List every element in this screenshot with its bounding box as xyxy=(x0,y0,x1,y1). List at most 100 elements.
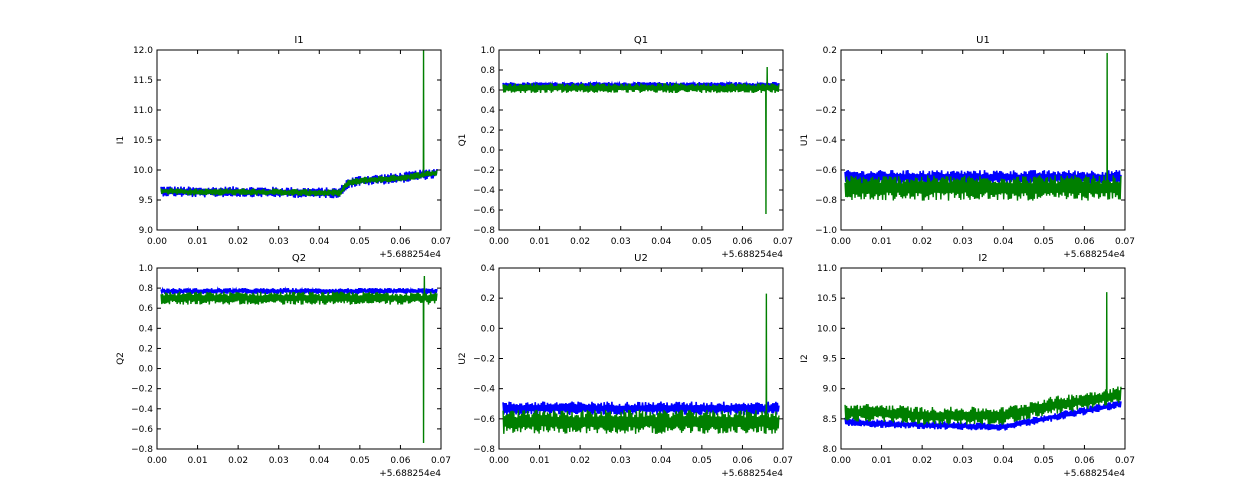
x-tick-label: 0.00 xyxy=(147,456,167,466)
series-1-line xyxy=(844,169,1122,186)
x-tick-label: 0.07 xyxy=(1115,237,1135,247)
x-tick-label: 0.02 xyxy=(570,237,590,247)
chart-title: U2 xyxy=(634,253,648,264)
x-tick-label: 0.03 xyxy=(269,456,289,466)
x-tick-label: 0.05 xyxy=(1034,237,1054,247)
plot-area xyxy=(160,276,438,443)
plot-area xyxy=(160,50,438,199)
plot-area xyxy=(502,293,780,434)
series-1-line xyxy=(502,401,780,416)
x-offset-label: +5.688254e4 xyxy=(1063,250,1125,260)
x-tick-label: 0.05 xyxy=(1034,456,1054,466)
series-2-line xyxy=(160,50,438,197)
y-tick-label: 11.0 xyxy=(817,264,837,274)
y-tick-label: 0.4 xyxy=(481,264,496,274)
series-2-line xyxy=(844,292,1122,425)
subplot-5: 0.00 0.01 0.02 0.03 0.04 0.05 0.06 0.07 −0.8 −0.6… xyxy=(458,253,793,479)
series-2-line xyxy=(844,52,1122,201)
y-tick-label: 0.0 xyxy=(139,365,154,375)
x-tick-label: 0.00 xyxy=(831,237,851,247)
y-tick-label: −0.8 xyxy=(473,445,495,455)
x-tick-label: 0.04 xyxy=(993,456,1013,466)
x-tick-label: 0.06 xyxy=(390,237,410,247)
y-tick-label: −0.2 xyxy=(815,106,837,116)
x-tick-label: 0.05 xyxy=(350,456,370,466)
x-tick-label: 0.02 xyxy=(228,237,248,247)
plot-area xyxy=(844,292,1122,431)
x-tick-label: 0.03 xyxy=(611,456,631,466)
y-tick-label: −0.2 xyxy=(473,355,495,365)
y-tick-label: −0.6 xyxy=(473,415,495,425)
y-tick-label: −0.8 xyxy=(815,196,837,206)
x-tick-label: 0.07 xyxy=(1115,456,1135,466)
y-tick-label: 0.6 xyxy=(481,86,496,96)
y-tick-label: −0.4 xyxy=(815,136,837,146)
y-tick-label: −0.6 xyxy=(815,166,837,176)
x-tick-label: 0.03 xyxy=(953,237,973,247)
y-tick-label: −0.2 xyxy=(131,385,153,395)
y-tick-label: 10.0 xyxy=(133,166,153,176)
subplot-1: 0.00 0.01 0.02 0.03 0.04 0.05 0.06 0.07 9.0 9.5 10… xyxy=(116,35,451,260)
x-tick-label: 0.06 xyxy=(732,456,752,466)
x-tick-label: 0.05 xyxy=(692,237,712,247)
y-tick-label: −0.4 xyxy=(131,405,153,415)
chart-title: Q1 xyxy=(634,35,648,46)
subplot-3: 0.00 0.01 0.02 0.03 0.04 0.05 0.06 0.07 −1.0 −0.8… xyxy=(800,35,1135,260)
y-tick-label: 9.5 xyxy=(823,355,837,365)
y-tick-label: 10.5 xyxy=(817,294,837,304)
x-tick-label: 0.05 xyxy=(350,237,370,247)
x-tick-label: 0.02 xyxy=(912,456,932,466)
chart-title: I1 xyxy=(294,35,303,46)
y-tick-label: 9.5 xyxy=(139,196,153,206)
y-tick-label: 10.5 xyxy=(133,136,153,146)
axes-frame xyxy=(498,49,784,231)
y-tick-label: −0.8 xyxy=(473,226,495,236)
y-tick-label: 8.5 xyxy=(823,415,837,425)
plot-area xyxy=(844,52,1122,201)
y-tick-label: 0.0 xyxy=(481,324,496,334)
x-tick-label: 0.07 xyxy=(431,456,451,466)
y-tick-label: 0.8 xyxy=(139,284,154,294)
x-tick-label: 0.06 xyxy=(732,237,752,247)
x-offset-label: +5.688254e4 xyxy=(721,469,783,479)
series-1-line xyxy=(160,286,438,296)
x-tick-label: 0.04 xyxy=(651,237,671,247)
series-2-line xyxy=(502,66,780,215)
plot-area xyxy=(502,66,780,215)
y-axis-label: I1 xyxy=(116,136,126,144)
x-tick-label: 0.01 xyxy=(530,237,550,247)
x-tick-label: 0.06 xyxy=(1074,456,1094,466)
y-axis-label: Q1 xyxy=(458,134,468,147)
x-tick-label: 0.01 xyxy=(188,456,208,466)
x-tick-label: 0.02 xyxy=(912,237,932,247)
y-tick-label: −0.6 xyxy=(473,206,495,216)
x-offset-label: +5.688254e4 xyxy=(721,250,783,260)
x-tick-label: 0.02 xyxy=(228,456,248,466)
x-tick-label: 0.07 xyxy=(431,237,451,247)
y-tick-label: 11.0 xyxy=(133,106,153,116)
y-tick-label: −0.4 xyxy=(473,186,495,196)
series-2-line xyxy=(502,293,780,434)
x-tick-label: 0.05 xyxy=(692,456,712,466)
x-offset-label: +5.688254e4 xyxy=(1063,469,1125,479)
x-tick-label: 0.01 xyxy=(188,237,208,247)
x-offset-label: +5.688254e4 xyxy=(379,250,441,260)
y-tick-label: 10.0 xyxy=(817,324,837,334)
y-tick-label: 0.2 xyxy=(823,46,837,56)
y-tick-label: 9.0 xyxy=(823,385,838,395)
y-tick-label: 0.0 xyxy=(481,146,496,156)
y-tick-label: −1.0 xyxy=(815,226,837,236)
series-2-line xyxy=(160,276,438,443)
y-tick-label: 0.2 xyxy=(481,294,495,304)
y-axis-label: U1 xyxy=(800,134,810,146)
y-tick-label: −0.4 xyxy=(473,385,495,395)
x-tick-label: 0.04 xyxy=(651,456,671,466)
y-tick-label: −0.2 xyxy=(473,166,495,176)
y-tick-label: 1.0 xyxy=(139,264,154,274)
y-tick-label: 0.2 xyxy=(139,344,153,354)
chart-title: I2 xyxy=(978,253,987,264)
y-tick-label: 12.0 xyxy=(133,46,153,56)
y-tick-label: 0.0 xyxy=(823,76,838,86)
x-tick-label: 0.06 xyxy=(390,456,410,466)
series-1-line xyxy=(844,400,1122,431)
